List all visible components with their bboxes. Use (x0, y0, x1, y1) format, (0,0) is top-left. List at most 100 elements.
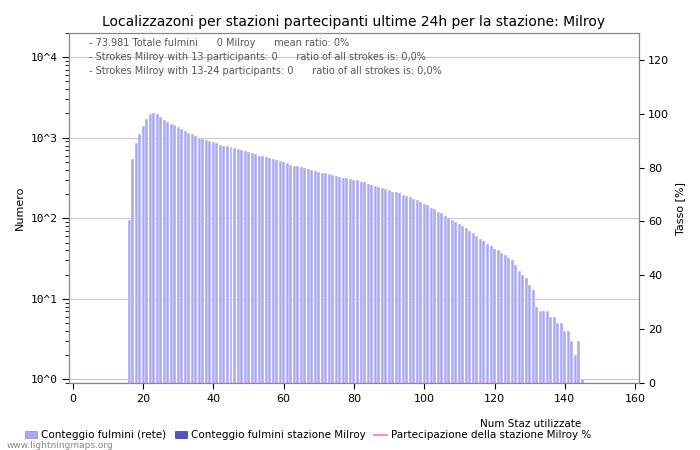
Text: - 73.981 Totale fulmini      0 Milroy      mean ratio: 0%
- Strokes Milroy with : - 73.981 Totale fulmini 0 Milroy mean ra… (90, 38, 442, 76)
Bar (363, 182, 366, 450)
Bar (216, 144, 218, 450)
Bar (564, 331, 566, 450)
Legend: Conteggio fulmini (rete), Conteggio fulmini stazione Milroy, Partecipazione dell: Conteggio fulmini (rete), Conteggio fulm… (25, 430, 592, 440)
Bar (468, 231, 471, 450)
Bar (191, 135, 194, 450)
Bar (230, 147, 232, 450)
Bar (226, 146, 229, 450)
Bar (447, 218, 450, 450)
Bar (286, 163, 288, 450)
Bar (212, 142, 215, 450)
Bar (303, 168, 307, 450)
Bar (570, 341, 573, 450)
Bar (395, 192, 398, 450)
Bar (152, 112, 155, 450)
Bar (188, 133, 190, 450)
Bar (433, 209, 436, 450)
Bar (195, 136, 197, 450)
Bar (398, 193, 401, 450)
Bar (521, 274, 524, 450)
Bar (258, 156, 260, 450)
Bar (384, 189, 387, 450)
Bar (127, 220, 131, 450)
Bar (367, 184, 370, 450)
Bar (237, 149, 239, 450)
Title: Localizzazoni per stazioni partecipanti ultime 24h per la stazione: Milroy: Localizzazoni per stazioni partecipanti … (102, 15, 606, 29)
Bar (536, 306, 538, 450)
Bar (282, 162, 285, 450)
Bar (493, 249, 496, 450)
Bar (167, 122, 169, 450)
Bar (454, 222, 457, 450)
Bar (553, 317, 556, 450)
Bar (514, 266, 517, 450)
Bar (370, 185, 373, 450)
Bar (461, 226, 464, 450)
Bar (546, 311, 549, 450)
Bar (265, 158, 267, 450)
Bar (254, 154, 257, 450)
Bar (581, 379, 584, 450)
Y-axis label: Numero: Numero (15, 186, 25, 230)
Bar (181, 129, 183, 450)
Bar (296, 166, 300, 450)
Bar (440, 213, 443, 450)
Bar (574, 355, 577, 450)
Bar (209, 141, 211, 450)
Bar (500, 253, 503, 450)
Bar (349, 179, 352, 450)
Bar (444, 216, 447, 450)
Bar (419, 202, 422, 450)
Bar (338, 176, 342, 450)
Bar (177, 127, 180, 450)
Bar (388, 190, 391, 450)
Bar (489, 246, 493, 450)
Bar (550, 317, 552, 450)
Bar (402, 195, 405, 450)
Bar (560, 323, 563, 450)
Bar (472, 234, 475, 450)
Bar (310, 170, 314, 450)
Y-axis label: Tasso [%]: Tasso [%] (675, 181, 685, 234)
Bar (360, 182, 363, 450)
Bar (261, 157, 264, 450)
Bar (275, 160, 278, 450)
Bar (289, 165, 292, 450)
Bar (578, 341, 580, 450)
Bar (507, 258, 510, 450)
Bar (342, 178, 345, 450)
Bar (346, 178, 349, 450)
Bar (496, 250, 500, 450)
Bar (391, 192, 394, 450)
Bar (202, 139, 204, 450)
Bar (381, 188, 384, 450)
Bar (328, 175, 331, 450)
Bar (567, 331, 570, 450)
Bar (219, 145, 222, 450)
Bar (451, 220, 454, 450)
Bar (324, 174, 328, 450)
Bar (244, 151, 246, 450)
Bar (272, 159, 274, 450)
Bar (409, 197, 412, 450)
Bar (405, 196, 408, 450)
Bar (335, 176, 338, 450)
Bar (356, 180, 359, 450)
Bar (155, 114, 159, 450)
Bar (539, 311, 542, 450)
Bar (542, 311, 545, 450)
Bar (251, 153, 253, 450)
Bar (145, 119, 148, 450)
Bar (430, 208, 433, 450)
Bar (377, 187, 380, 450)
Bar (465, 228, 468, 450)
Bar (307, 169, 310, 450)
Bar (525, 278, 528, 450)
Bar (412, 199, 415, 450)
Bar (437, 212, 440, 450)
Bar (223, 145, 225, 450)
Bar (279, 161, 281, 450)
Bar (233, 148, 236, 450)
Bar (240, 150, 243, 450)
Bar (321, 172, 324, 450)
